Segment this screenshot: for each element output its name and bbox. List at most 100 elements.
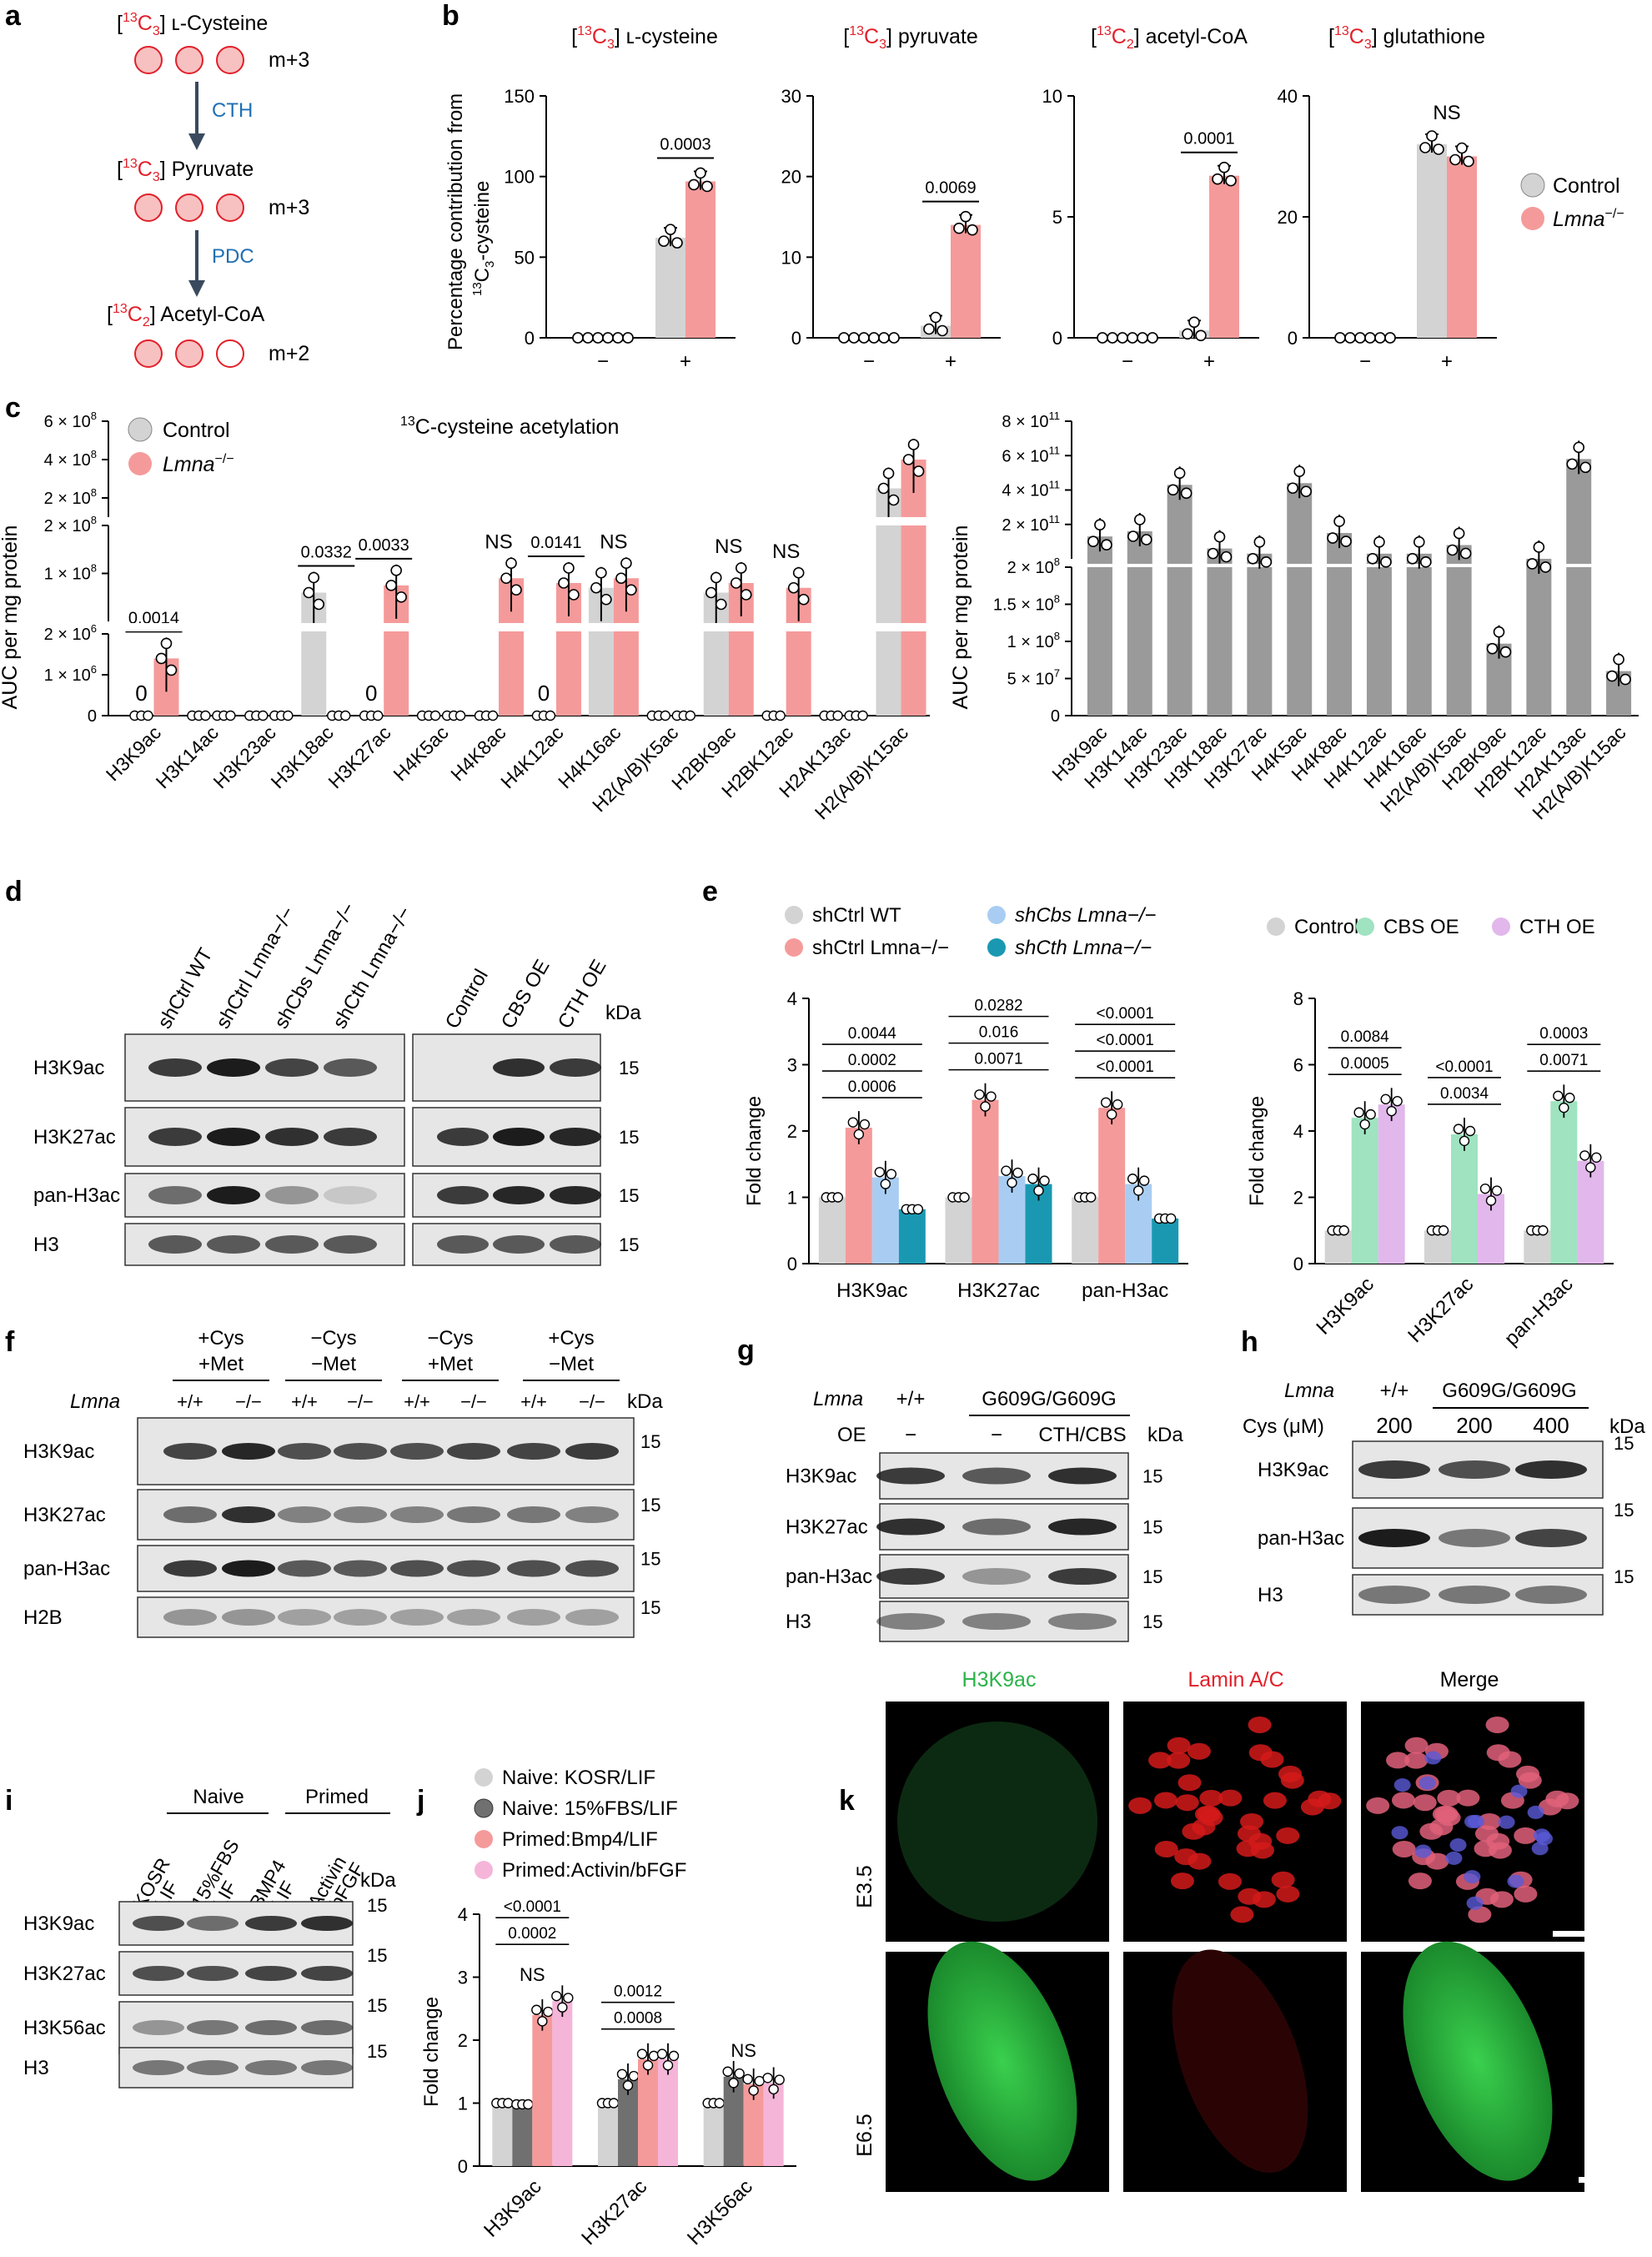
y-tick-label: 2 × 108 [44, 514, 97, 535]
y-axis-label: AUC per mg protein [0, 525, 22, 710]
blot-band [334, 1609, 387, 1626]
lane-label: shCtrl WT [153, 944, 218, 1033]
ns-label: NS [600, 530, 627, 553]
data-point [1591, 1152, 1602, 1164]
kda-label: kDa [627, 1390, 663, 1413]
blot-band [301, 2020, 353, 2035]
nucleus [1187, 1742, 1211, 1760]
blot-band [1048, 1467, 1117, 1485]
nucleus [1236, 1840, 1260, 1857]
data-point [902, 454, 915, 465]
x-tick-label: H3K9ac [480, 2175, 545, 2241]
data-point [622, 2080, 634, 2091]
bar [552, 2001, 573, 2166]
y-tick-label: 0 [1051, 707, 1060, 726]
p-value: 0.0034 [1440, 1085, 1489, 1103]
y-tick-label: 40 [1278, 86, 1298, 107]
kda-label: kDa [360, 1869, 396, 1892]
data-point [959, 1192, 970, 1203]
y-tick-label: 4 × 1011 [1002, 479, 1060, 500]
genotype-wt: +/+ [896, 1388, 926, 1410]
blot-band [334, 1560, 387, 1577]
mass-label: m+3 [269, 48, 309, 72]
y-tick-label: 1.5 × 108 [993, 593, 1060, 615]
data-point [1165, 1213, 1177, 1224]
data-point [1087, 535, 1099, 547]
x-tick-label: pan-H3ac [1082, 1279, 1168, 1302]
blot-row-label: H3K9ac [33, 1057, 104, 1079]
data-point [487, 710, 499, 721]
data-point [880, 1179, 891, 1189]
data-point [1213, 530, 1226, 543]
y-tick-label: 0 [1052, 328, 1062, 349]
blot-row-label: H3K27ac [33, 1126, 116, 1149]
genotype-value: −/− [460, 1391, 487, 1412]
blot-band [493, 1186, 545, 1204]
blot-row-label: pan-H3ac [23, 1558, 110, 1581]
bar-lmna [901, 460, 926, 716]
data-point [1127, 1174, 1138, 1184]
cys-value: 200 [1456, 1413, 1492, 1438]
cys-value: 200 [1376, 1413, 1412, 1438]
bar [898, 1209, 926, 1264]
data-point [1364, 332, 1376, 344]
data-point [907, 439, 920, 450]
legend-label: Naive: 15%FBS/LIF [502, 1797, 678, 1820]
blot-band [962, 1613, 1031, 1630]
genotype-value: +/+ [404, 1391, 430, 1412]
genotype-value: +/+ [177, 1391, 203, 1412]
data-point [662, 2059, 674, 2071]
blot-band [962, 1518, 1031, 1536]
blot-band [565, 1443, 619, 1460]
nucleus-dapi [1391, 1826, 1408, 1840]
condition-label: −Met [549, 1353, 594, 1375]
kda-marker: 15 [1614, 1433, 1634, 1454]
x-tick-label: − [1122, 350, 1133, 373]
data-point [1392, 1096, 1403, 1107]
nucleus [1263, 1792, 1287, 1809]
blot-band [265, 1058, 319, 1077]
blot-band [148, 1235, 202, 1254]
data-point [1553, 1090, 1564, 1102]
data-point [600, 593, 612, 606]
bar-total [1406, 553, 1432, 716]
blot-row-label: H3 [23, 2057, 49, 2079]
blot-band [324, 1235, 377, 1254]
data-point [1340, 535, 1352, 547]
data-point [1188, 316, 1200, 329]
genotype-value: +/+ [520, 1391, 547, 1412]
kda-marker: 15 [640, 1431, 660, 1452]
data-point [923, 323, 935, 335]
data-point [1438, 1225, 1449, 1236]
axis-break [1166, 564, 1193, 567]
blot-band [265, 1235, 319, 1254]
bar [1324, 1230, 1352, 1264]
legend-swatch [987, 938, 1006, 957]
p-value: 0.0071 [974, 1051, 1022, 1068]
data-point [1147, 332, 1158, 344]
panel-letter-a: a [5, 0, 22, 32]
nucleus-dapi [1419, 1776, 1436, 1790]
data-point [838, 332, 850, 344]
p-value: 0.0002 [848, 1052, 896, 1069]
blot-band [187, 2020, 239, 2035]
data-point [868, 332, 880, 344]
data-point [656, 2048, 668, 2059]
blot-band [133, 2020, 184, 2035]
y-tick-label: 4 [1293, 1121, 1303, 1142]
blot-band [493, 1235, 545, 1254]
data-point [1564, 1093, 1575, 1103]
data-point [1384, 332, 1396, 344]
y-tick-label: 2 [787, 1121, 797, 1142]
nucleus [1514, 1885, 1538, 1903]
data-point [543, 2006, 554, 2018]
x-tick-label: H3K18ac [266, 721, 337, 792]
ns-label: NS [772, 540, 800, 563]
nucleus [1188, 1852, 1212, 1870]
blot-band [437, 1186, 489, 1204]
nucleus [1413, 1794, 1437, 1812]
nucleus [1538, 1798, 1562, 1816]
y-tick-label: 2 × 108 [1007, 555, 1060, 577]
carbon-atom [175, 194, 203, 222]
x-tick-label: H3K27ac [957, 1279, 1040, 1302]
